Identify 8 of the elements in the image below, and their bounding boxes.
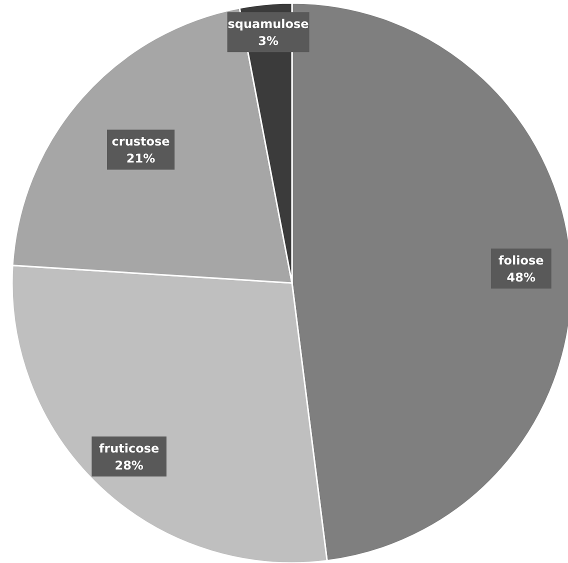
data-label: 48%: [506, 270, 536, 285]
slice-label: crustose: [112, 134, 170, 149]
data-label: 21%: [126, 152, 156, 166]
slice-label: fruticose: [98, 441, 160, 456]
slice-label: foliose: [498, 254, 544, 268]
data-label: 28%: [114, 458, 144, 472]
slice-label: squamulose: [228, 17, 309, 32]
data-label: 3%: [258, 34, 278, 48]
